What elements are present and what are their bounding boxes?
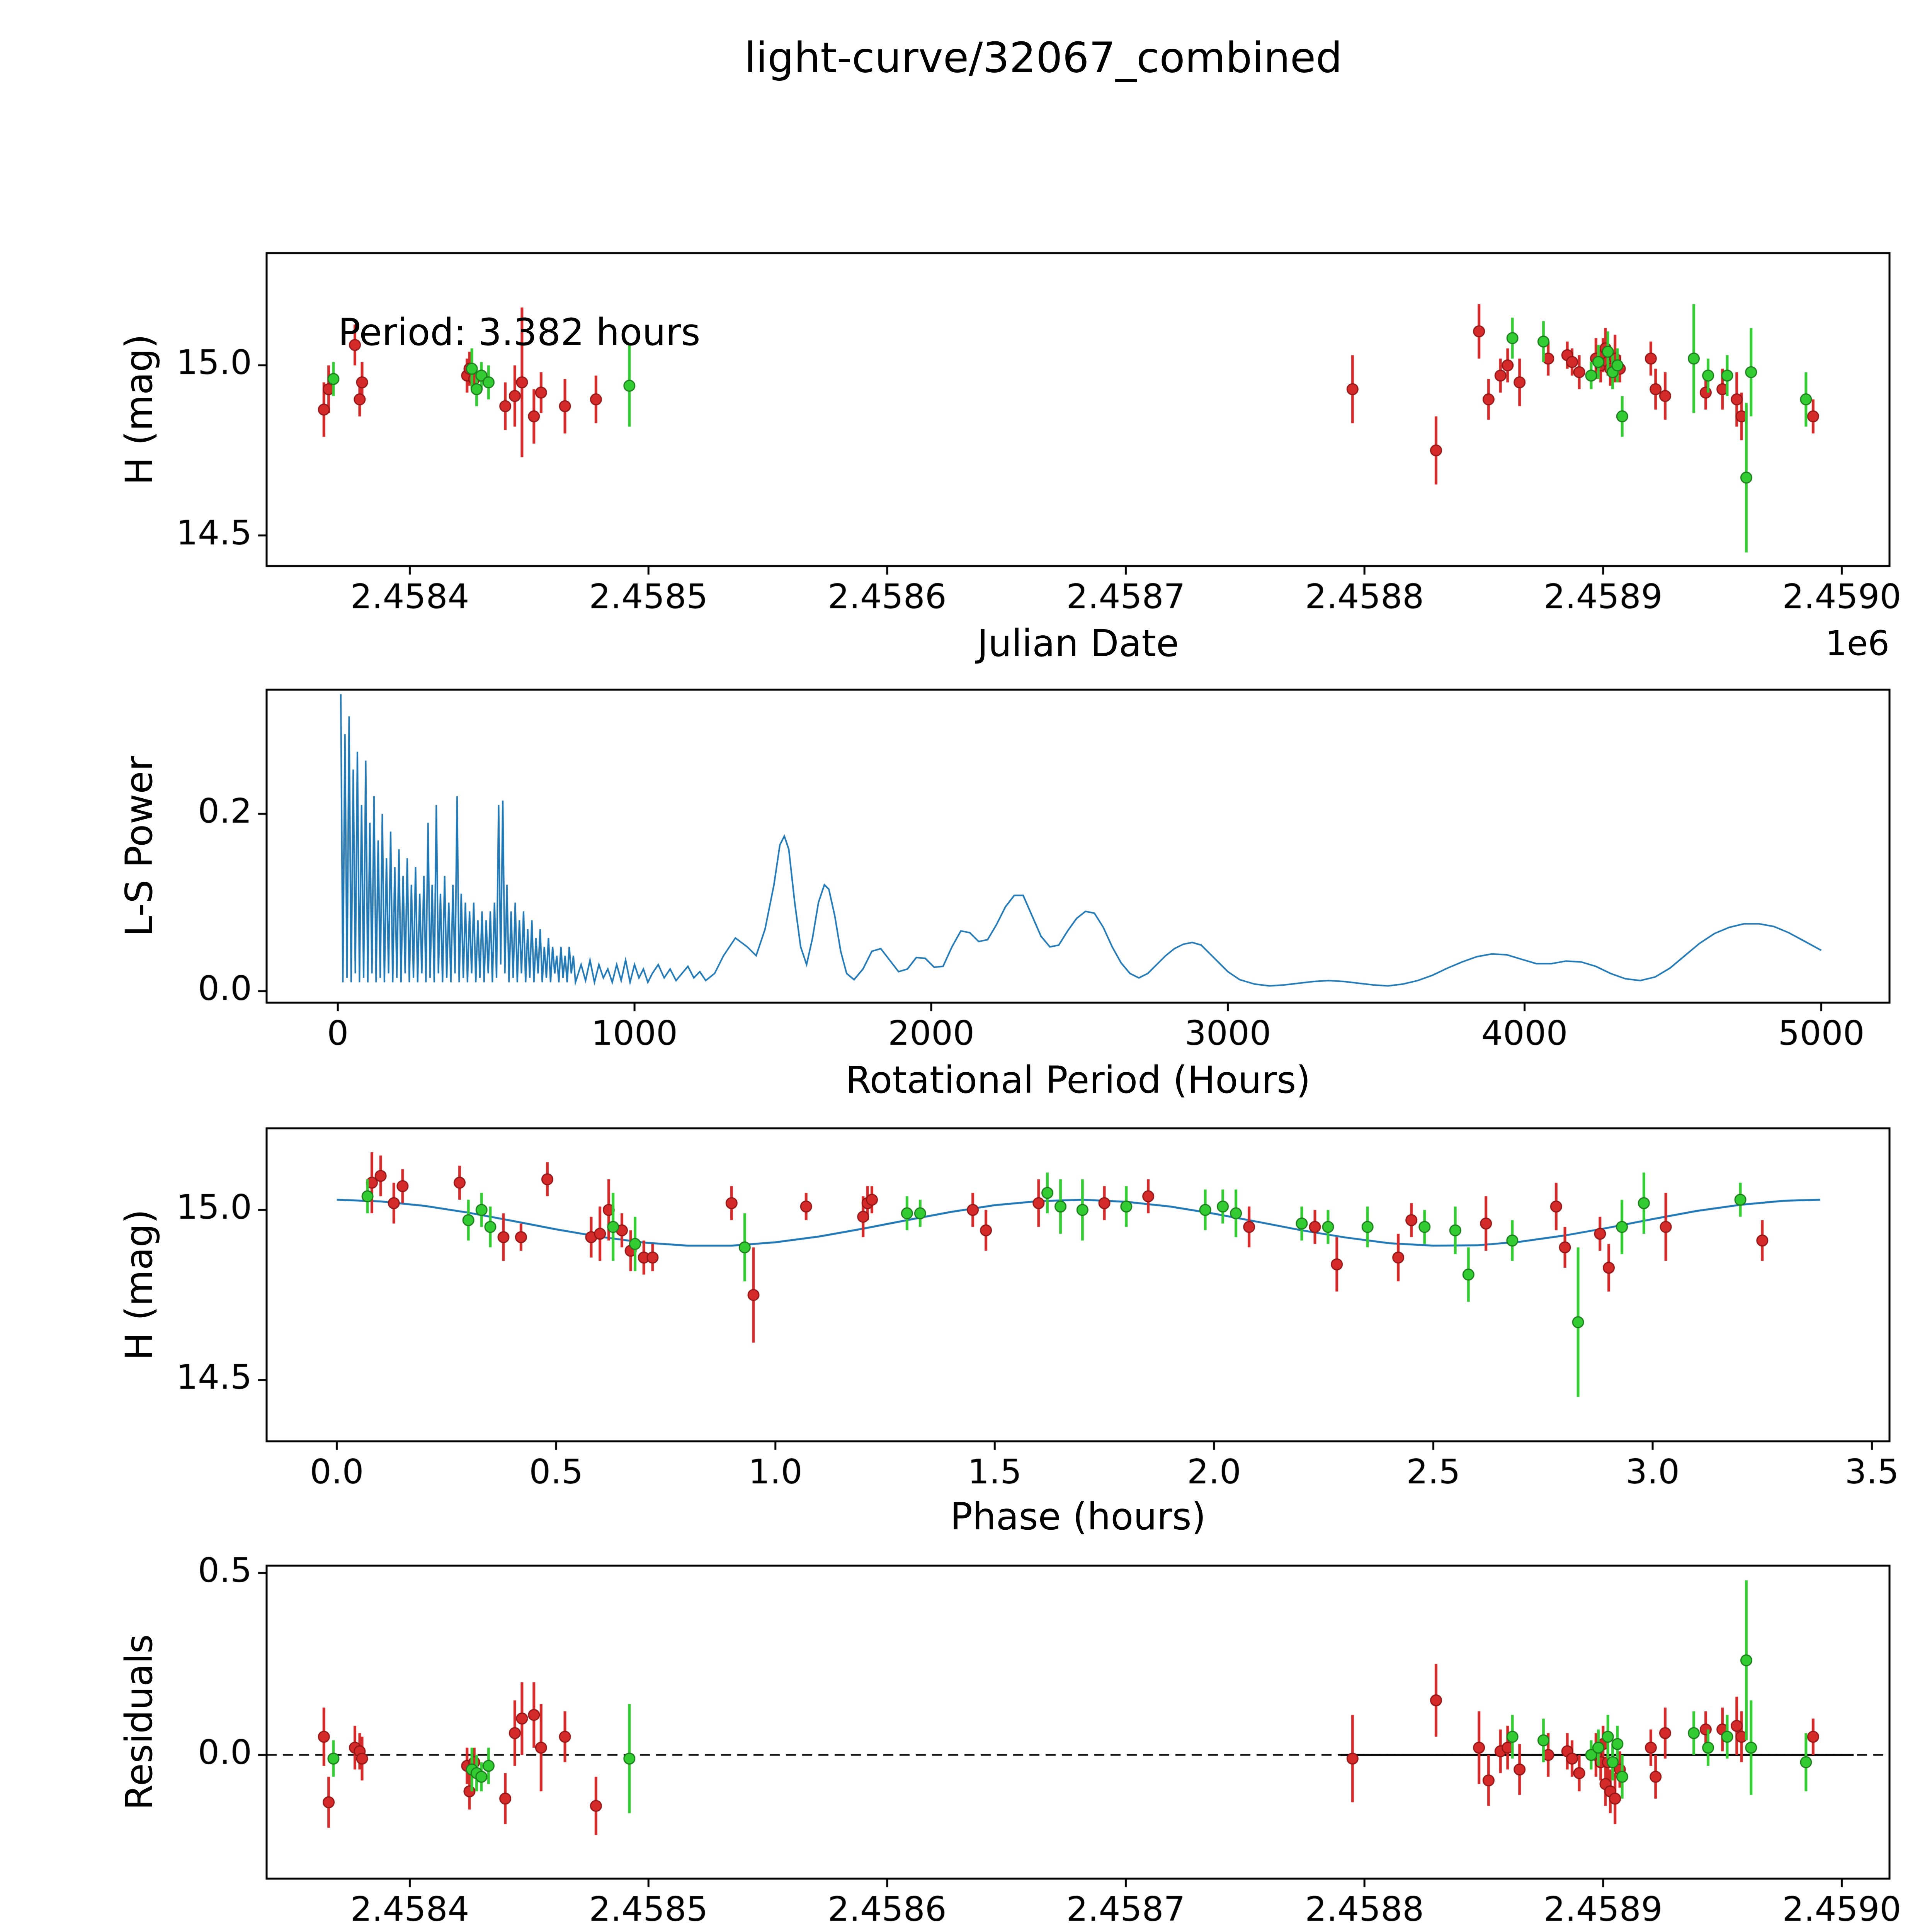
x-axis-offset-light-curve: 1e6 <box>1825 623 1889 663</box>
y-axis-label-light-curve: H (mag) <box>117 334 161 485</box>
y-axis-label-phase-curve: H (mag) <box>117 1209 161 1361</box>
period-annotation: Period: 3.382 hours <box>338 311 701 354</box>
figure-title: light-curve/32067_combined <box>744 34 1342 82</box>
y-axis-label-periodogram: L-S Power <box>117 755 161 937</box>
x-axis-label-periodogram: Rotational Period (Hours) <box>845 1058 1311 1102</box>
x-axis-label-light-curve: Julian Date <box>977 622 1179 665</box>
y-axis-label-residuals: Residuals <box>117 1634 161 1810</box>
x-axis-label-phase-curve: Phase (hours) <box>950 1495 1206 1538</box>
